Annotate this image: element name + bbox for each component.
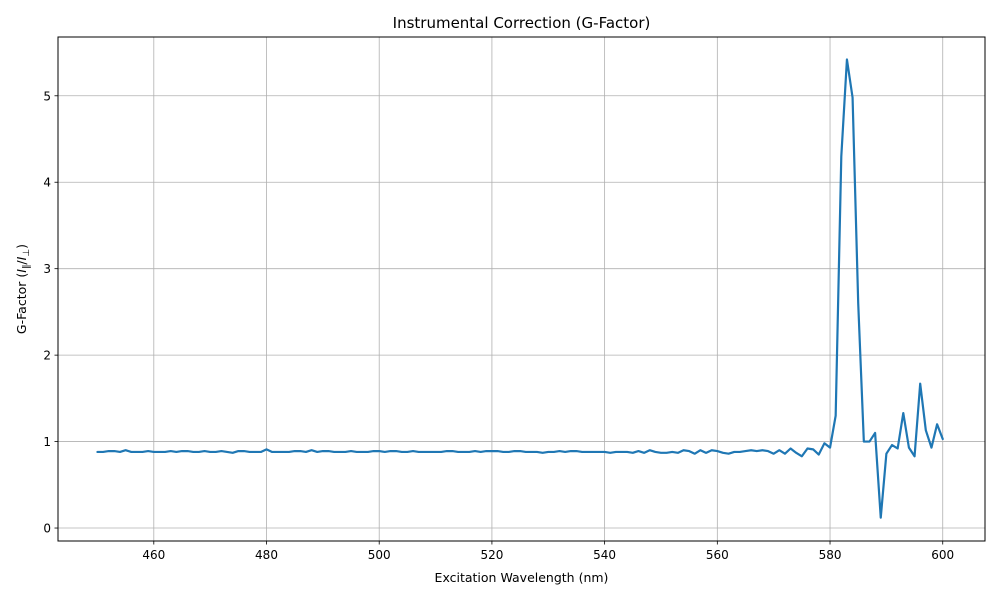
g-factor-series-line	[96, 58, 944, 519]
y-tick-label: 4	[43, 176, 51, 190]
x-axis-label: Excitation Wavelength (nm)	[435, 570, 609, 585]
x-tick-label: 540	[593, 548, 616, 562]
y-tick-label: 5	[43, 89, 51, 103]
y-tick-label: 2	[43, 349, 51, 363]
axes-frame	[57, 36, 986, 542]
x-tick-label: 460	[142, 548, 165, 562]
x-tick-label: 480	[255, 548, 278, 562]
x-tick-label: 500	[368, 548, 391, 562]
x-tick-label: 520	[480, 548, 503, 562]
x-tick-label: 560	[706, 548, 729, 562]
y-tick-label: 0	[43, 522, 51, 536]
y-tick-label: 3	[43, 262, 51, 276]
plot-area	[96, 58, 944, 519]
y-axis-label: G-Factor (I∥/I⊥)	[14, 244, 32, 334]
y-tick-label: 1	[43, 435, 51, 449]
ticks: 460 480 500 520 540 560 580 600 0 1 2 3 4 5	[43, 89, 954, 562]
x-tick-label: 600	[931, 548, 954, 562]
chart-title: Instrumental Correction (G-Factor)	[393, 14, 651, 32]
x-tick-label: 580	[819, 548, 842, 562]
